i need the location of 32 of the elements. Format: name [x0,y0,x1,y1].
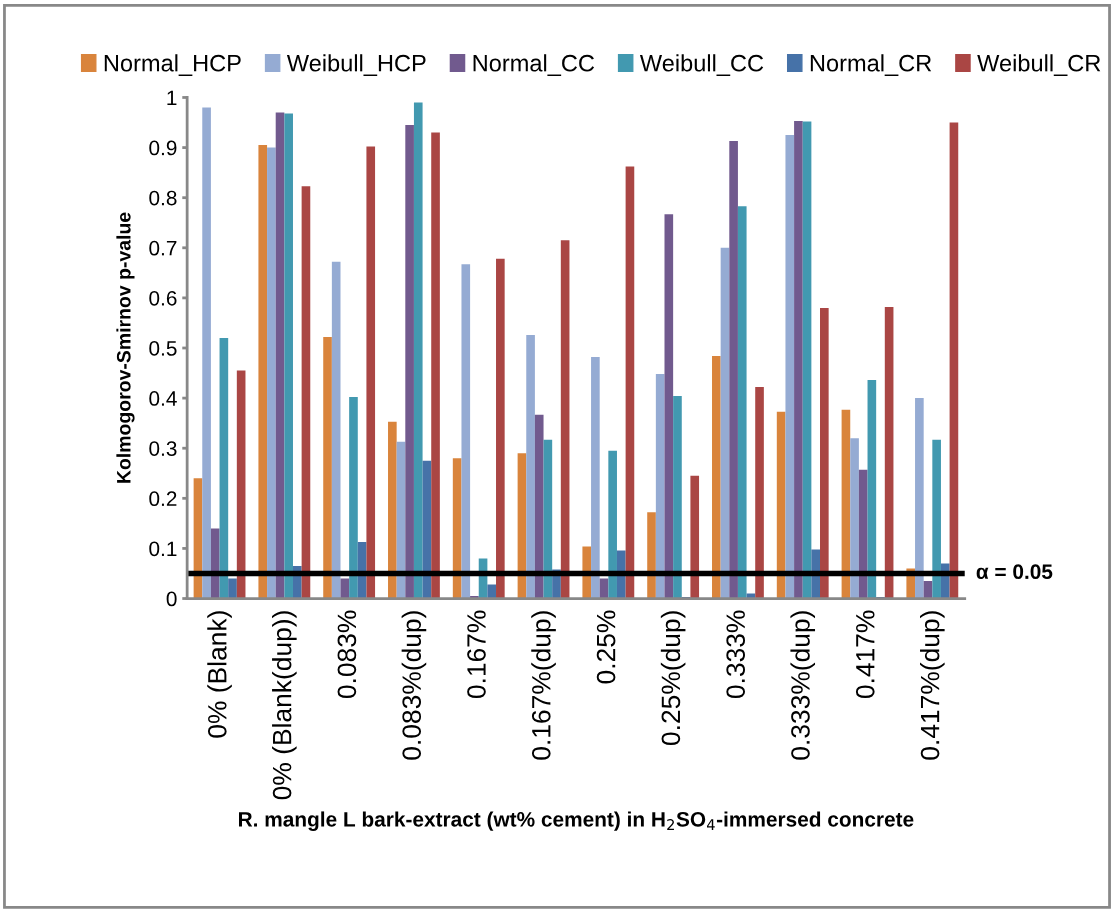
y-tick-label: 0.2 [149,491,177,507]
y-tick-label: 0.9 [149,140,177,156]
y-tick-label: 0 [166,591,177,607]
y-tick-label: 0.1 [149,541,177,557]
x-tick-label: 0.25%(dup) [660,611,686,746]
x-tick-label: 0.333%(dup) [790,611,816,760]
y-tick-label: 0.7 [149,240,177,256]
y-tick-label: 1 [167,90,177,106]
x-tick-label: 0.417%(dup) [920,611,945,760]
legend-label: Normal_HCP [104,54,241,77]
x-tick-label: 0.25% [596,610,616,684]
x-axis-title: R. mangle L bark-extract (wt% cement) in H$_{2}$SO$_{4}$-immersed concrete [239,811,914,831]
ref-line-label: α = 0.05 [976,564,1053,580]
y-tick-label: 0.3 [149,441,177,456]
y-tick-label: 0.6 [149,290,177,306]
x-tick-label: 0% (Blank) [207,611,232,738]
legend-label: Normal_CC [473,54,595,77]
x-tick-label: 0.333% [726,610,746,699]
x-tick-label: 0.167% [467,610,486,699]
legend-label: Weibull_CC [639,54,764,77]
y-tick-label: 0.8 [149,190,177,206]
x-tick-label: 0.083% [337,610,357,699]
x-tick-label: 0.167%(dup) [531,611,556,760]
legend-label: Weibull_CR [977,54,1101,77]
x-tick-label: 0.083%(dup) [401,611,427,760]
legend-label: Normal_CR [810,54,932,77]
y-tick-label: 0.4 [149,391,177,406]
y-axis-title: Kolmogorov-Smirnov p-value [116,212,135,483]
legend-label: Weibull_HCP [286,54,426,77]
y-tick-label: 0.5 [149,341,177,356]
x-tick-label: 0.417% [855,610,875,699]
x-tick-label: 0% (Blank(dup)) [272,611,297,800]
